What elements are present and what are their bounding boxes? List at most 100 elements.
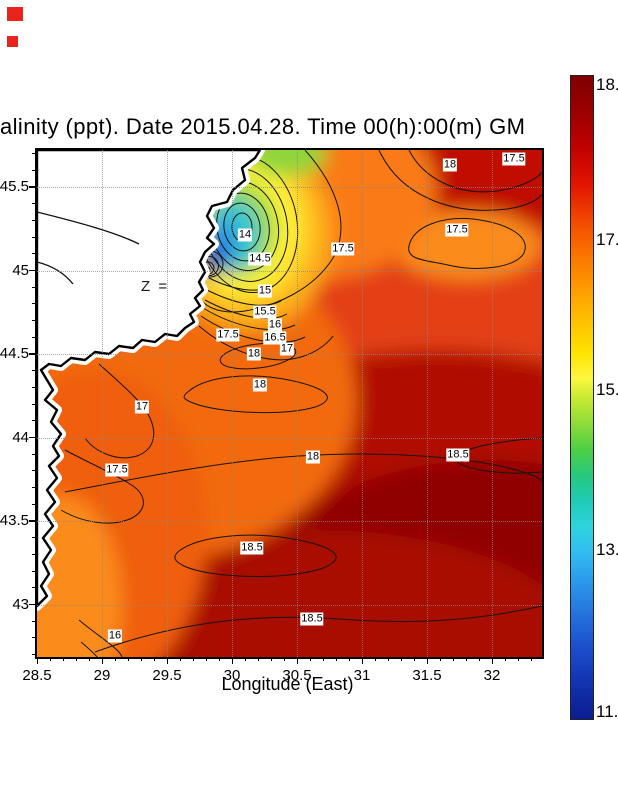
contour-label: 15.5: [253, 305, 277, 319]
contour-label: 17.5: [216, 328, 240, 342]
contour-label: 14.5: [248, 252, 272, 266]
x-axis-label: Longitude (East): [221, 674, 354, 694]
x-minor-tick: [400, 657, 402, 661]
colorbar-tick-label: 18.: [596, 75, 618, 95]
contour-label: 18: [252, 378, 268, 392]
x-major-tick: [296, 657, 298, 664]
y-minor-tick: [32, 153, 36, 155]
x-minor-tick: [75, 657, 77, 661]
y-minor-tick: [32, 286, 36, 288]
red-marker-1: [7, 7, 23, 21]
y-tick-label: 43: [12, 595, 29, 613]
x-tick-label: 29.5: [152, 667, 182, 684]
x-minor-tick: [335, 657, 337, 661]
contour-label: 14: [237, 228, 253, 242]
x-tick-label: 31.5: [412, 667, 442, 684]
x-minor-tick: [205, 657, 207, 661]
y-minor-tick: [32, 637, 36, 639]
y-minor-tick: [32, 503, 36, 505]
colorbar-tick-label: 13.: [596, 540, 618, 560]
contour-label: 18.5: [300, 612, 324, 626]
y-minor-tick: [32, 487, 36, 489]
contour-label: 18: [305, 450, 321, 464]
x-minor-tick: [465, 657, 467, 661]
gridline-horizontal: [37, 521, 542, 522]
x-minor-tick: [387, 657, 389, 661]
y-minor-tick: [32, 537, 36, 539]
y-minor-tick: [32, 169, 36, 171]
x-major-tick: [36, 657, 38, 664]
contour-label: 17.5: [445, 223, 469, 237]
gridline-horizontal: [37, 604, 542, 606]
gridline-horizontal: [37, 270, 542, 272]
x-minor-tick: [348, 657, 350, 661]
x-tick-label: 28.5: [22, 667, 52, 684]
gridline-vertical: [167, 150, 168, 657]
contour-label: 18: [246, 347, 262, 361]
y-minor-tick: [32, 453, 36, 455]
red-marker-2: [7, 36, 18, 47]
plot-title: alinity (ppt). Date 2015.04.28. Time 00(…: [0, 114, 526, 139]
colorbar-tick-label: 15.: [596, 380, 618, 400]
y-minor-tick: [32, 420, 36, 422]
contour-label: 17.5: [502, 152, 526, 166]
x-major-tick: [361, 657, 363, 664]
y-major-tick: [29, 520, 36, 522]
x-minor-tick: [153, 657, 155, 661]
y-minor-tick: [32, 236, 36, 238]
y-minor-tick: [32, 570, 36, 572]
x-major-tick: [166, 657, 168, 664]
x-minor-tick: [127, 657, 129, 661]
y-minor-tick: [32, 620, 36, 622]
x-minor-tick: [62, 657, 64, 661]
z-level-annotation: Z =: [141, 278, 170, 295]
y-minor-tick: [32, 403, 36, 405]
x-major-tick: [231, 657, 233, 664]
contour-label: 16.5: [263, 331, 287, 345]
y-major-tick: [29, 436, 36, 439]
x-minor-tick: [192, 657, 194, 661]
x-minor-tick: [530, 657, 532, 661]
y-tick-label: 45: [12, 261, 29, 279]
plot-overlay: Z = 28.5 29 29.5 30 30.5 31 31.5 32 45.5 45 44.5 44…: [0, 150, 542, 684]
contour-label: 18.5: [446, 448, 470, 462]
x-minor-tick: [374, 657, 376, 661]
contour-label: 17.5: [105, 463, 129, 477]
x-major-tick: [426, 657, 428, 664]
y-minor-tick: [32, 470, 36, 472]
y-major-tick: [29, 269, 36, 272]
x-minor-tick: [140, 657, 142, 661]
x-minor-tick: [179, 657, 181, 661]
x-minor-tick: [283, 657, 285, 661]
y-minor-tick: [32, 386, 36, 388]
y-minor-tick: [32, 320, 36, 322]
contour-label: 17.5: [331, 242, 355, 256]
colorbar-tick-label: 11.: [596, 701, 618, 721]
contour-label: 18.5: [240, 541, 264, 555]
map-plot-frame: Z = 28.5 29 29.5 30 30.5 31 31.5 32 45.5 45 44.5 44…: [0, 148, 544, 684]
contour-label: 17: [279, 342, 295, 356]
x-tick-label: 30: [223, 667, 241, 684]
x-minor-tick: [257, 657, 259, 661]
y-tick-label: 45.5: [0, 178, 29, 195]
y-major-tick: [29, 186, 36, 188]
x-major-tick: [491, 657, 493, 664]
y-major-tick: [29, 603, 36, 606]
y-minor-tick: [32, 370, 36, 372]
x-minor-tick: [309, 657, 311, 661]
y-tick-label: 44.5: [0, 345, 29, 362]
gridline-vertical: [297, 150, 298, 657]
gridline-vertical: [427, 150, 428, 657]
colorbar: [570, 75, 594, 720]
x-minor-tick: [478, 657, 480, 661]
colorbar-labels: 18. 17. 15. 13. 11.: [596, 75, 618, 720]
y-minor-tick: [32, 253, 36, 255]
x-minor-tick: [114, 657, 116, 661]
contour-label: 18: [442, 158, 458, 172]
gridline-vertical: [492, 150, 493, 657]
x-minor-tick: [88, 657, 90, 661]
x-major-tick: [101, 657, 103, 664]
contour-label: 16: [267, 318, 283, 332]
x-minor-tick: [504, 657, 506, 661]
